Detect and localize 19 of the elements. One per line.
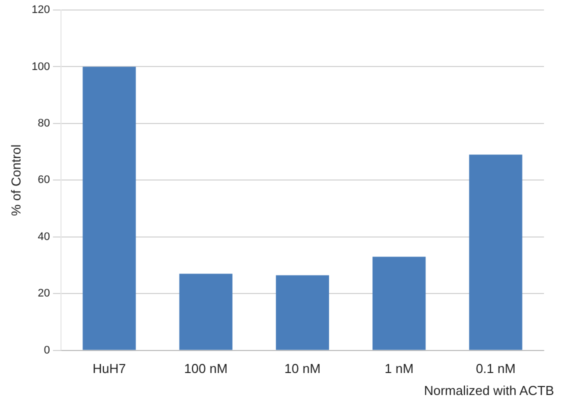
x-tick-label: HuH7 [92,360,126,376]
bar [179,274,232,350]
x-tick-label: 0.1 nM [476,360,516,376]
x-tick-label: 1 nM [384,360,414,376]
text: Normalized with ACTB [424,383,554,398]
bar [469,154,522,350]
x-tick-label: 10 nM [284,360,321,376]
x-tick-label: 100 nM [184,360,228,376]
y-tick-label: 0 [44,344,50,356]
y-tick-label: 100 [32,60,50,73]
y-tick-label: 60 [38,174,50,186]
bar [82,66,136,350]
y-axis-title: % of Control [8,144,24,216]
y-tick-label: 80 [38,118,50,130]
bar [372,256,426,350]
y-tick-label: 40 [38,230,50,243]
bar [276,275,330,350]
y-tick-label: 20 [38,288,50,300]
y-tick-label: 120 [32,4,50,16]
